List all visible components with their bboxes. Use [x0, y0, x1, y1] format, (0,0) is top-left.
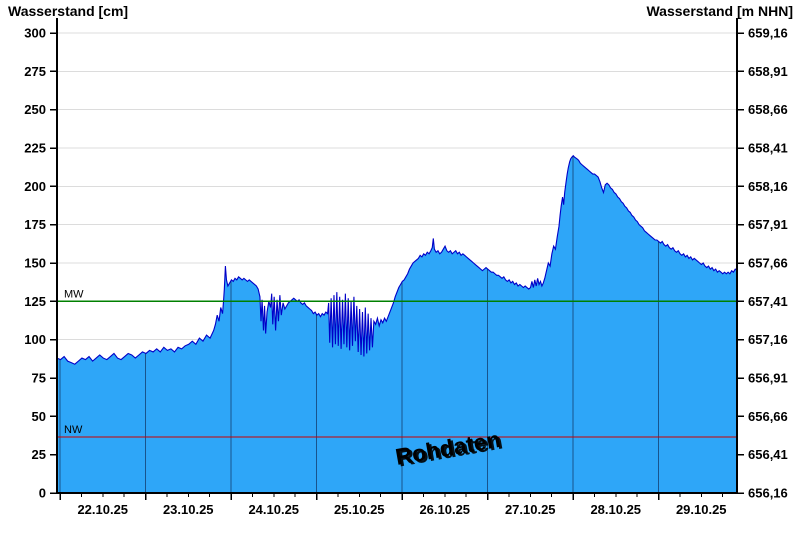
right-axis-title: Wasserstand [m NHN] [646, 3, 793, 19]
mw-label: MW [64, 288, 84, 300]
right-tick-label: 657,16 [748, 332, 788, 347]
x-tick-label: 26.10.25 [419, 502, 470, 517]
left-tick-label: 25 [32, 447, 46, 462]
left-tick-label: 50 [32, 409, 46, 424]
left-tick-label: 75 [32, 371, 46, 386]
left-tick-label: 300 [24, 26, 46, 41]
left-tick-label: 175 [24, 217, 46, 232]
right-tick-label: 656,91 [748, 371, 788, 386]
right-tick-label: 657,91 [748, 217, 788, 232]
x-tick-label: 29.10.25 [676, 502, 727, 517]
right-tick-label: 658,91 [748, 64, 788, 79]
left-tick-label: 0 [39, 486, 46, 501]
right-tick-label: 657,66 [748, 256, 788, 271]
water-level-area [57, 155, 737, 494]
left-tick-label: 150 [24, 256, 46, 271]
x-tick-label: 25.10.25 [334, 502, 385, 517]
x-tick-label: 23.10.25 [163, 502, 214, 517]
right-tick-label: 656,16 [748, 486, 788, 501]
left-tick-label: 250 [24, 102, 46, 117]
right-tick-label: 658,16 [748, 179, 788, 194]
right-tick-label: 659,16 [748, 26, 788, 41]
left-tick-label: 125 [24, 294, 46, 309]
axes [50, 18, 744, 500]
right-tick-label: 656,66 [748, 409, 788, 424]
x-tick-label: 22.10.25 [77, 502, 128, 517]
left-axis-title: Wasserstand [cm] [8, 3, 129, 19]
right-tick-label: 657,41 [748, 294, 788, 309]
nw-label: NW [64, 424, 83, 436]
x-tick-label: 28.10.25 [590, 502, 641, 517]
right-tick-label: 658,41 [748, 141, 788, 156]
water-level-line [56, 154, 738, 365]
right-tick-label: 658,66 [748, 102, 788, 117]
x-tick-label: 24.10.25 [248, 502, 299, 517]
left-tick-label: 200 [24, 179, 46, 194]
left-tick-label: 225 [24, 141, 46, 156]
left-tick-label: 275 [24, 64, 46, 79]
left-tick-label: 100 [24, 332, 46, 347]
right-tick-label: 656,41 [748, 447, 788, 462]
x-tick-label: 27.10.25 [505, 502, 556, 517]
